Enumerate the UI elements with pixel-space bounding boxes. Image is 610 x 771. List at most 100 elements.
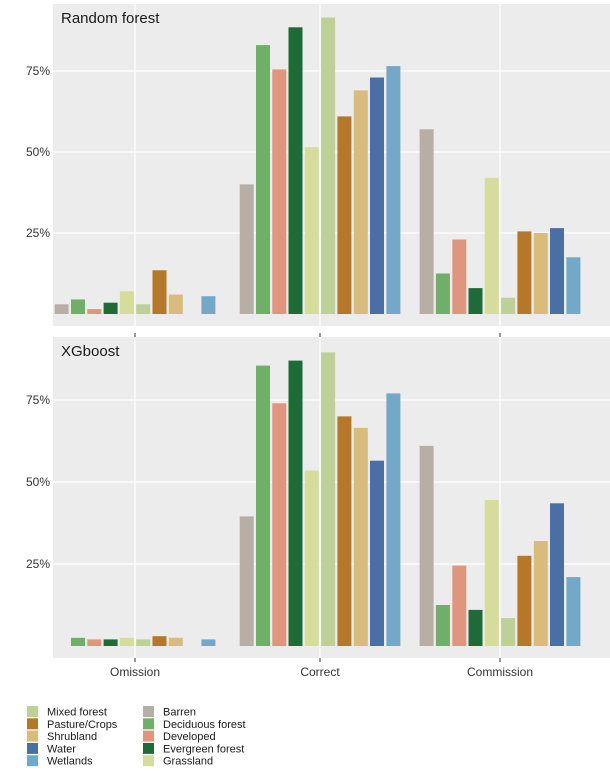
bar-deciduous-forest-omission (71, 299, 85, 314)
bar-mixed-forest-omission (136, 304, 151, 314)
bar-evergreen-forest-commission (468, 288, 483, 314)
bar-evergreen-forest-correct (288, 27, 303, 315)
bar-mixed-forest-omission (136, 639, 151, 646)
legend-item-grassland: Grassland (143, 755, 213, 768)
bar-developed-omission (87, 639, 102, 646)
bar-grassland-commission (484, 177, 499, 314)
bar-barren-commission (419, 445, 434, 646)
bar-barren-omission (54, 304, 69, 314)
legend-label: Deciduous forest (163, 719, 246, 731)
chart-panel-1: 25% 50% 75% XGboost (26, 337, 610, 658)
bar-mixed-forest-correct (321, 352, 336, 646)
legend-swatch (143, 730, 154, 742)
bar-mixed-forest-correct (321, 17, 336, 314)
bar-barren-commission (419, 129, 434, 314)
bar-wetlands-omission (201, 296, 216, 314)
y-tick-label: 75% (26, 393, 50, 407)
y-tick-label: 75% (26, 64, 50, 78)
legend-item-pasture-crops: Pasture/Crops (27, 718, 118, 731)
bar-shrubland-omission (168, 637, 183, 646)
bar-deciduous-forest-commission (435, 273, 450, 314)
bar-pasture-crops-correct (337, 116, 352, 315)
y-tick-label: 25% (26, 557, 50, 571)
bar-shrubland-commission (533, 233, 548, 314)
bar-deciduous-forest-omission (71, 637, 85, 646)
panel-title: Random forest (61, 10, 160, 27)
chart-panel-0: 25% 50% 75% Random forest (26, 4, 610, 326)
legend: Mixed forestPasture/CropsShrublandWaterW… (27, 706, 246, 768)
x-tick-label: Omission (110, 665, 160, 679)
bar-grassland-omission (119, 291, 134, 314)
bar-grassland-correct (304, 147, 319, 314)
bar-barren-correct (239, 184, 254, 314)
legend-item-mixed-forest: Mixed forest (27, 706, 107, 719)
bar-evergreen-forest-omission (103, 639, 118, 646)
bar-evergreen-forest-correct (288, 360, 303, 646)
bar-water-commission (550, 228, 564, 314)
bar-pasture-crops-commission (517, 555, 532, 646)
legend-item-water: Water (27, 742, 76, 755)
x-tick-label: Correct (300, 665, 340, 679)
bar-grassland-commission (484, 500, 499, 646)
bar-deciduous-forest-correct (256, 45, 270, 314)
bar-pasture-crops-omission (152, 636, 167, 646)
bar-wetlands-commission (566, 257, 581, 314)
bar-developed-commission (452, 239, 467, 314)
legend-item-deciduous-forest: Deciduous forest (143, 718, 246, 731)
legend-label: Pasture/Crops (47, 719, 118, 731)
bar-developed-omission (87, 309, 102, 314)
chart-panels: 25% 50% 75% Random forest 25% 50% 75% XGboost (26, 4, 610, 658)
legend-label: Grassland (163, 756, 213, 768)
bar-shrubland-correct (353, 427, 368, 646)
bar-wetlands-correct (386, 393, 401, 646)
bar-evergreen-forest-commission (468, 609, 483, 646)
bar-developed-correct (272, 403, 287, 646)
legend-label: Mixed forest (47, 707, 107, 719)
y-tick-label: 25% (26, 226, 50, 240)
y-tick-label: 50% (26, 145, 50, 159)
legend-item-barren: Barren (143, 706, 196, 719)
bar-developed-commission (452, 565, 467, 646)
panel-title: XGboost (61, 343, 120, 360)
bar-water-correct (370, 77, 384, 314)
bar-pasture-crops-correct (337, 416, 352, 646)
legend-item-wetlands: Wetlands (27, 755, 93, 768)
bar-developed-correct (272, 69, 287, 315)
bar-barren-correct (239, 516, 254, 646)
bar-deciduous-forest-commission (435, 605, 450, 646)
bar-evergreen-forest-omission (103, 302, 118, 314)
legend-swatch (143, 706, 154, 717)
legend-label: Barren (163, 707, 196, 719)
legend-swatch (27, 755, 38, 767)
bar-water-correct (370, 460, 384, 646)
y-tick-label: 50% (26, 475, 50, 489)
legend-label: Wetlands (47, 756, 93, 768)
legend-label: Evergreen forest (163, 743, 244, 755)
x-axis: Omission Correct Commission (110, 333, 533, 679)
legend-label: Water (47, 743, 76, 755)
bar-mixed-forest-commission (501, 618, 516, 646)
bar-shrubland-correct (353, 90, 368, 315)
legend-swatch (27, 742, 38, 754)
legend-swatch (143, 742, 154, 754)
legend-item-evergreen-forest: Evergreen forest (143, 742, 244, 755)
bar-wetlands-correct (386, 66, 401, 314)
bar-water-commission (550, 503, 564, 646)
bar-pasture-crops-commission (517, 231, 532, 314)
bar-deciduous-forest-correct (256, 365, 270, 646)
bar-grassland-omission (119, 637, 134, 646)
legend-label: Developed (163, 731, 216, 743)
legend-item-developed: Developed (143, 730, 216, 743)
legend-swatch (27, 706, 38, 717)
legend-label: Shrubland (47, 731, 97, 743)
legend-swatch (27, 730, 38, 742)
bar-wetlands-commission (566, 577, 581, 646)
legend-swatch (27, 718, 38, 730)
bar-pasture-crops-omission (152, 270, 167, 314)
legend-item-shrubland: Shrubland (27, 730, 97, 743)
bar-wetlands-omission (201, 639, 216, 646)
legend-swatch (143, 755, 154, 767)
bar-mixed-forest-commission (501, 297, 516, 314)
bar-shrubland-commission (533, 541, 548, 646)
